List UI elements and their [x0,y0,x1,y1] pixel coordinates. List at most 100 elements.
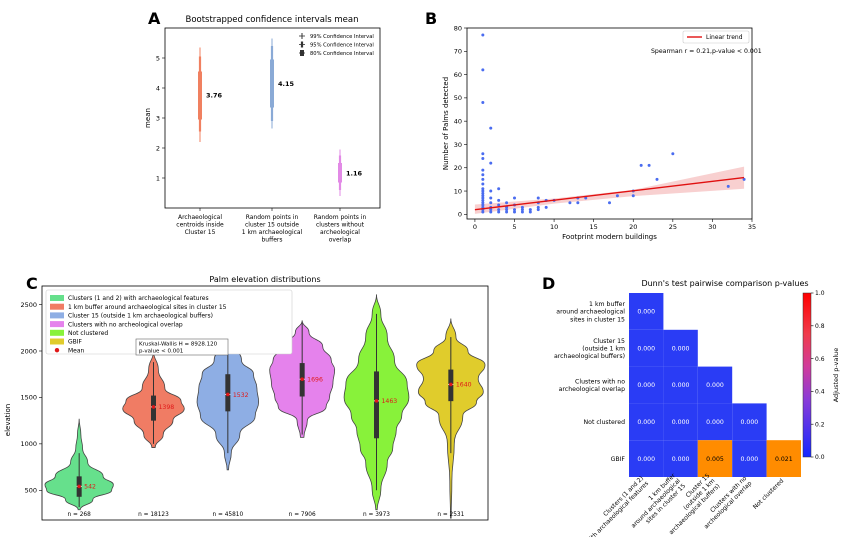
heatmap-cell-value: 0.000 [706,382,724,389]
heatmap-col-label: Not clustered [752,477,786,511]
violin-mean-label: 1696 [307,377,323,384]
panel-b-xtick-label: 0 [473,223,477,231]
panel-letter-d: D [542,274,555,293]
legend-swatch [50,321,64,328]
panel-a-category-label: archeological [320,229,360,236]
scatter-point [655,177,659,181]
heatmap-cell-value: 0.000 [637,382,655,389]
heatmap-cell-value: 0.000 [637,456,655,463]
scatter-point [608,201,611,205]
scatter-point [497,203,501,207]
panel-a-category-label: cluster 15 outside [245,222,299,229]
violin-mean-label: 1398 [159,404,175,411]
scatter-point [742,177,746,181]
mean-label: 4.15 [278,80,295,88]
mean-label: 3.76 [206,92,223,100]
panel-a-category-label: overlap [329,237,352,244]
heatmap-cell-value: 0.000 [672,419,690,426]
panel-a-ytick-label: 1 [156,174,160,182]
panel-c-ytick-label: 2000 [20,347,37,355]
heatmap-col-label: with archaeological features [585,480,650,537]
legend-swatch [50,295,64,301]
heatmap-cell [629,403,664,441]
panel-letter-c: C [26,274,38,293]
violin-mean-label: 1640 [456,382,472,389]
violin-n-label: n = 268 [68,512,92,518]
scatter-point [536,205,540,209]
panel-c-ytick-label: 1500 [20,394,37,402]
scatter-point [576,201,580,205]
scatter-point [568,201,572,205]
colorbar-tick-label: 0.0 [815,454,825,461]
scatter-point [647,163,651,167]
scatter-point [536,196,540,200]
panel-c-ytick-label: 500 [25,487,37,495]
heatmap-cell [697,403,733,441]
scatter-point [726,184,730,188]
kruskal-annotation: Kruskal-Wallis H = 8928.120 [139,342,218,348]
scatter-point [481,152,485,156]
heatmap-cell-value: 0.000 [672,345,690,352]
panel-b-frame [466,27,753,220]
heatmap-cell-value: 0.000 [741,456,759,463]
legend-swatch [50,312,64,319]
scatter-point [520,210,524,214]
scatter-point [481,182,485,186]
scatter-point [639,163,643,167]
heatmap-cell-value: 0.000 [706,419,724,426]
heatmap-cell-value: 0.000 [741,419,759,426]
violin-mean-dot [151,405,156,409]
scatter-point [489,126,493,130]
heatmap-cell-value: 0.000 [637,345,655,352]
legend-swatch [50,303,64,310]
panel-b-ytick-label: 60 [454,71,462,79]
violin-mean-dot [300,377,304,382]
scatter-point [481,189,485,193]
panel-b-xtick-label: 20 [629,223,637,231]
panel-b-scatter: 0 5 10 15 20 25 30 35 0 10 20 30 40 50 60 70 80 Footprint… [442,24,762,241]
scatter-point [481,191,485,195]
violin-mean-dot [77,484,81,489]
legend-swatch [50,329,64,336]
violin-iqr-box [374,371,379,439]
panel-d-title: Dunn's test pairwise comparison p-values [641,279,808,288]
scatter-point [481,194,485,198]
colorbar-tick-label: 1.0 [815,290,825,297]
heatmap-cell [629,366,664,404]
colorbar-label: Adjusted p-value [832,348,840,403]
scatter-point [520,208,524,212]
panel-c-title: Palm elevation distributions [209,275,320,284]
scatter-point [481,203,485,207]
heatmap-cell [663,329,698,367]
scatter-point [481,201,485,205]
legend-label: Clusters (1 and 2) with archaeological f… [68,295,209,302]
panel-b-xtick-label: 25 [669,223,677,231]
scatter-point [536,208,540,212]
violin-n-label: n = 18123 [138,512,169,518]
scatter-point [481,156,485,160]
panel-b-xtick-label: 30 [708,223,716,231]
scatter-point [528,210,532,214]
panel-a-ytick-label: 3 [156,114,160,122]
scatter-point [481,173,485,177]
panel-a-category-label: Archaeological [178,214,222,221]
heatmap-cell [663,440,698,477]
violin-n-label: n = 2531 [437,512,464,518]
scatter-point [481,210,485,214]
scatter-point [520,205,524,209]
scatter-point [481,33,485,37]
legend-swatch [50,338,64,345]
scatter-point [544,205,548,209]
panel-a-category-label: clusters without [316,222,365,229]
spearman-annotation: Spearman r = 0.21,p-value < 0.001 [651,48,762,55]
panel-a-category-label: Cluster 15 [185,229,216,236]
scatter-point [481,198,485,202]
heatmap-row-label: around archaeological [556,309,625,316]
panel-a-category-label: Random points in [246,214,299,221]
panel-b-ytick-label: 80 [454,24,462,32]
scatter-point [489,196,493,200]
heatmap-cell-value: 0.021 [775,456,793,463]
panel-b-ytick-label: 20 [454,164,462,172]
panel-c-ytick-label: 1000 [20,440,37,448]
